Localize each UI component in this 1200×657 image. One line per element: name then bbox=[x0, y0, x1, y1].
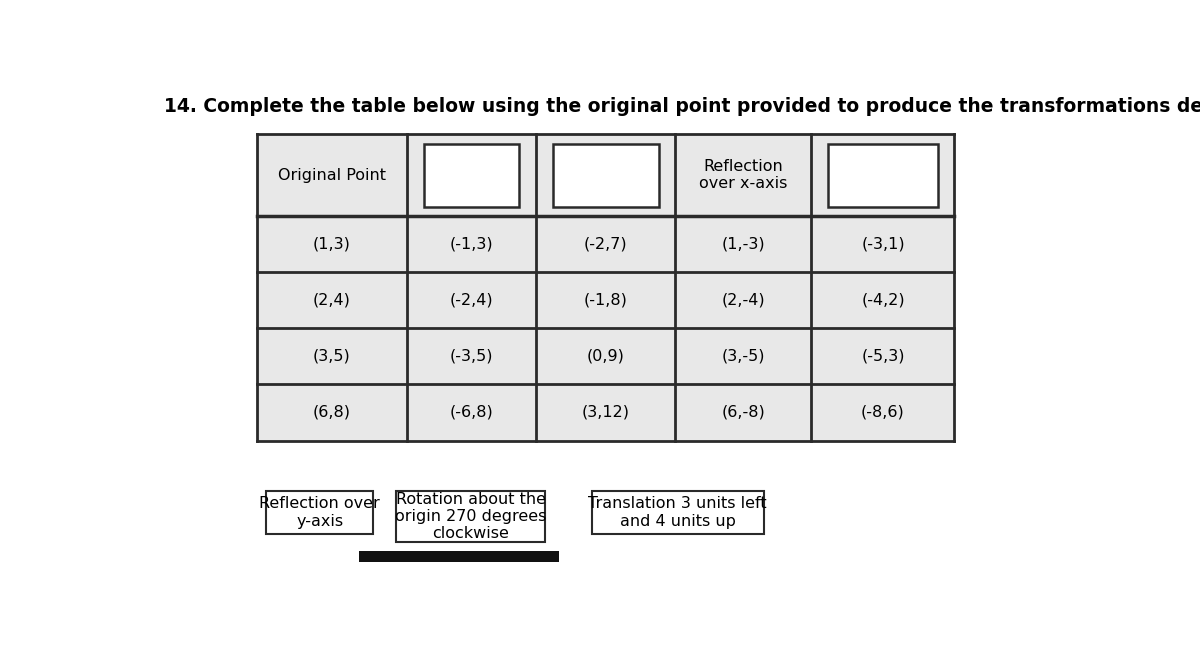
Text: (6,8): (6,8) bbox=[313, 405, 350, 420]
Text: (-3,5): (-3,5) bbox=[450, 349, 493, 364]
Text: (2,4): (2,4) bbox=[313, 292, 350, 307]
Bar bbox=[424, 144, 520, 207]
Text: (3,5): (3,5) bbox=[313, 349, 350, 364]
Bar bbox=[592, 491, 763, 534]
Text: (-2,7): (-2,7) bbox=[584, 237, 628, 252]
Bar bbox=[553, 144, 659, 207]
Text: (-6,8): (-6,8) bbox=[450, 405, 493, 420]
Bar bbox=[828, 144, 937, 207]
Text: (1,3): (1,3) bbox=[313, 237, 350, 252]
Text: (-8,6): (-8,6) bbox=[862, 405, 905, 420]
Text: (3,-5): (3,-5) bbox=[721, 349, 766, 364]
Text: Rotation about the
origin 270 degrees
clockwise: Rotation about the origin 270 degrees cl… bbox=[395, 491, 546, 541]
Text: (-3,1): (-3,1) bbox=[862, 237, 905, 252]
Text: Reflection over
y-axis: Reflection over y-axis bbox=[259, 497, 380, 529]
Text: Original Point: Original Point bbox=[278, 168, 386, 183]
Bar bbox=[396, 491, 545, 542]
Text: Reflection
over x-axis: Reflection over x-axis bbox=[700, 159, 787, 191]
Text: (3,12): (3,12) bbox=[582, 405, 630, 420]
Text: (1,-3): (1,-3) bbox=[721, 237, 766, 252]
Text: Translation 3 units left
and 4 units up: Translation 3 units left and 4 units up bbox=[588, 497, 767, 529]
Text: (-4,2): (-4,2) bbox=[862, 292, 905, 307]
Bar bbox=[359, 551, 559, 562]
Bar bbox=[257, 135, 954, 441]
Text: 14. Complete the table below using the original point provided to produce the tr: 14. Complete the table below using the o… bbox=[164, 97, 1200, 116]
Text: (-1,3): (-1,3) bbox=[450, 237, 493, 252]
Text: (0,9): (0,9) bbox=[587, 349, 625, 364]
Text: (-1,8): (-1,8) bbox=[583, 292, 628, 307]
Text: (2,-4): (2,-4) bbox=[721, 292, 766, 307]
Text: (-5,3): (-5,3) bbox=[862, 349, 905, 364]
Text: (-2,4): (-2,4) bbox=[450, 292, 493, 307]
Text: (6,-8): (6,-8) bbox=[721, 405, 766, 420]
Bar bbox=[266, 491, 373, 534]
